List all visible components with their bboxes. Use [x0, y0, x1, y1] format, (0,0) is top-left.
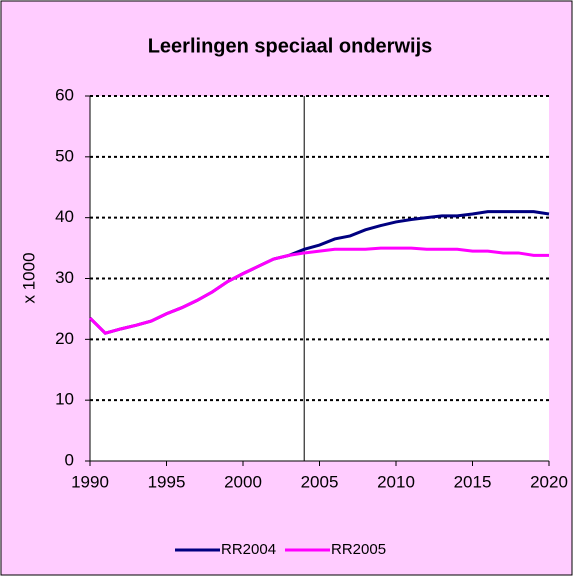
x-tick-label: 2015 — [454, 472, 492, 491]
x-tick-label: 2000 — [224, 472, 262, 491]
y-tick-label: 60 — [55, 85, 74, 104]
y-tick-label: 0 — [65, 450, 74, 469]
y-tick-label: 10 — [55, 390, 74, 409]
x-tick-label: 2020 — [530, 472, 568, 491]
chart-title: Leerlingen speciaal onderwijs — [148, 35, 433, 57]
series-line — [88, 246, 549, 335]
x-tick-label: 2010 — [377, 472, 415, 491]
y-tick-label: 50 — [55, 146, 74, 165]
y-axis-label: x 1000 — [19, 252, 38, 303]
y-tick-label: 30 — [55, 268, 74, 287]
y-tick-label: 40 — [55, 207, 74, 226]
x-tick-label: 2005 — [301, 472, 339, 491]
legend-label: RR2004 — [221, 541, 276, 558]
x-tick-label: 1995 — [148, 472, 186, 491]
y-tick-label: 20 — [55, 329, 74, 348]
legend-label: RR2005 — [331, 541, 386, 558]
x-tick-label: 1990 — [71, 472, 109, 491]
